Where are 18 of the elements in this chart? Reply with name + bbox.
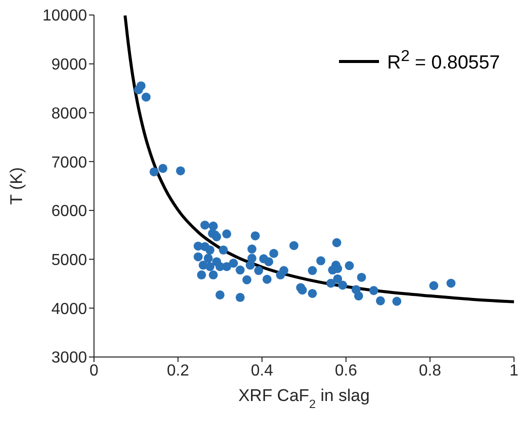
- y-tick-label: 9000: [51, 56, 88, 74]
- x-tick-label: 0.2: [166, 362, 190, 380]
- line-series: [124, 15, 514, 304]
- y-axis-title: T (K): [7, 167, 26, 205]
- x-tick-label: 0.4: [250, 362, 274, 380]
- x-tick-label: 0.6: [334, 362, 358, 380]
- x-tick-label: 0.8: [418, 362, 442, 380]
- y-tick-label: 7000: [51, 154, 88, 172]
- y-tick-label: 3000: [51, 350, 88, 367]
- x-tick-label: 0: [90, 362, 99, 380]
- y-tick-label: 6000: [51, 203, 88, 220]
- x-tick-label: 1: [510, 362, 519, 380]
- y-tick-label: 4000: [51, 300, 88, 318]
- legend-label: R$^{2}$ = 0.80557: [387, 48, 500, 74]
- y-tick-label: 10000: [42, 8, 88, 25]
- y-tick-label: 5000: [51, 252, 88, 269]
- y-tick-label: 8000: [51, 105, 88, 122]
- x-axis-title: XRF CaF$_{2}$ in slag: [238, 386, 370, 411]
